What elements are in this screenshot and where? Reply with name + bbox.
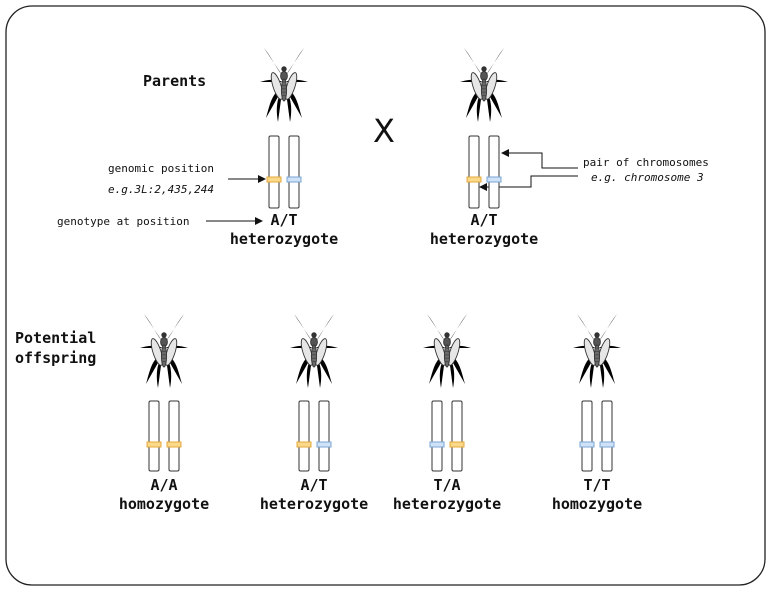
genotype-label: A/T <box>270 211 297 229</box>
allele-A-band <box>166 441 182 448</box>
potential-offspring-label-line2: offspring <box>15 349 96 367</box>
allele-T-band <box>429 441 445 448</box>
allele-A-band <box>466 176 482 183</box>
allele-T-band <box>486 176 502 183</box>
chromosome-2 <box>288 135 300 209</box>
chromosome-arrow <box>479 175 578 191</box>
allele-T-band <box>316 441 332 448</box>
mosquito-head <box>311 332 317 338</box>
genomic-position-example: e.g.3L:2,435,244 <box>108 183 214 196</box>
chromosome-1 <box>581 400 593 472</box>
offspring-group: A/AhomozygoteA/TheterozygoteT/Aheterozyg… <box>119 314 642 513</box>
allele-T-band <box>286 176 302 183</box>
chromosome-2 <box>168 400 180 472</box>
zygosity-label: heterozygote <box>230 230 338 248</box>
mosquito-icon <box>290 314 338 388</box>
genotype-label: T/A <box>433 476 460 494</box>
mosquito-icon <box>573 314 621 388</box>
pair-of-chromosomes-arrow <box>501 149 578 169</box>
zygosity-label: homozygote <box>552 495 642 513</box>
cross-symbol: X <box>373 112 395 150</box>
mosquito-wing-right <box>597 338 611 366</box>
zygosity-label: heterozygote <box>393 495 501 513</box>
allele-T-band <box>579 441 595 448</box>
genotype-label: A/T <box>300 476 327 494</box>
genotype-label: A/A <box>150 476 177 494</box>
chromosome-2 <box>601 400 613 472</box>
zygosity-label: heterozygote <box>430 230 538 248</box>
chromosome-1 <box>148 400 160 472</box>
mosquito-head <box>444 332 450 338</box>
mosquito-wing-right <box>447 338 461 366</box>
mosquito-wing-right <box>164 338 178 366</box>
mosquito-head <box>481 66 487 72</box>
chromosome-1 <box>431 400 443 472</box>
zygosity-label: homozygote <box>119 495 209 513</box>
allele-A-band <box>146 441 162 448</box>
mosquito-icon <box>423 314 471 388</box>
pair-of-chromosomes-label: pair of chromosomes <box>583 156 709 169</box>
chromosome-1 <box>268 135 280 209</box>
mosquito-head <box>594 332 600 338</box>
genotype-label: T/T <box>583 476 610 494</box>
mosquito-head <box>281 66 287 72</box>
mosquito-wing-left <box>470 72 484 100</box>
genotype-at-position-label: genotype at position <box>57 215 189 228</box>
mosquito-icon <box>140 314 188 388</box>
chromosome-1 <box>298 400 310 472</box>
mosquito-wing-right <box>314 338 328 366</box>
allele-T-band <box>599 441 615 448</box>
mosquito-head <box>161 332 167 338</box>
potential-offspring-label-line1: Potential <box>15 329 96 347</box>
mosquito-icon <box>460 48 508 122</box>
mosquito-wing-left <box>433 338 447 366</box>
parents-label: Parents <box>143 72 206 90</box>
mosquito-wing-left <box>300 338 314 366</box>
genotype-label: A/T <box>470 211 497 229</box>
mosquito-icon <box>260 48 308 122</box>
outer-frame <box>5 5 766 586</box>
allele-A-band <box>266 176 282 183</box>
mosquito-wing-left <box>270 72 284 100</box>
allele-A-band <box>449 441 465 448</box>
mosquito-wing-left <box>150 338 164 366</box>
chromosome-2 <box>488 135 500 209</box>
allele-A-band <box>296 441 312 448</box>
mosquito-wing-left <box>583 338 597 366</box>
chromosome-2 <box>451 400 463 472</box>
chromosome-2 <box>318 400 330 472</box>
chromosome-example-label: e.g. chromosome 3 <box>591 171 704 184</box>
chromosome-1 <box>468 135 480 209</box>
zygosity-label: heterozygote <box>260 495 368 513</box>
genomic-position-label: genomic position <box>108 162 214 175</box>
